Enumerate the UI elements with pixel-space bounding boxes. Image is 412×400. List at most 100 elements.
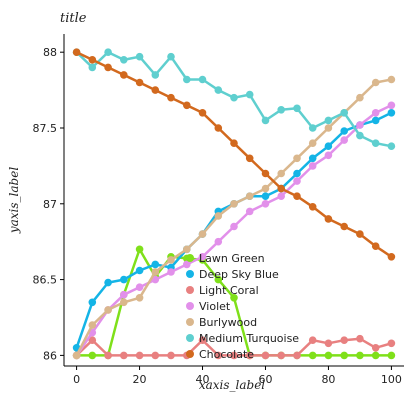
violet-point [293, 177, 301, 185]
violet-point [245, 207, 254, 216]
violet-point [371, 109, 380, 117]
light-coral-point [293, 351, 301, 360]
burlywood-point [214, 212, 223, 220]
medium-turquoise-point [214, 86, 223, 94]
burlywood-point [198, 230, 207, 238]
deep-sky-blue-point [88, 298, 97, 307]
violet-point [230, 222, 238, 231]
deep-sky-blue-point [387, 109, 396, 117]
burlywood-point [183, 245, 191, 254]
deep-sky-blue-point [120, 275, 128, 284]
medium-turquoise-point [324, 116, 333, 125]
violet-point [167, 268, 175, 276]
medium-turquoise-point [198, 75, 207, 84]
legend-label: Chocolate [199, 348, 254, 361]
series-light-coral [72, 334, 396, 360]
burlywood-point [387, 75, 396, 84]
deep-sky-blue-point [135, 266, 144, 275]
y-tick-label: 86 [43, 349, 57, 362]
light-coral-point [151, 351, 160, 360]
y-tick-label: 87.5 [33, 122, 58, 135]
axes: 86 86.5 87 87.5 88 0 20 40 60 80 100 [33, 34, 404, 386]
light-coral-point [198, 336, 207, 345]
chocolate-point [198, 109, 207, 117]
lawn-green-point [230, 294, 238, 302]
light-coral-point [387, 339, 396, 348]
burlywood-point [308, 139, 317, 147]
lawn-green-point [371, 351, 380, 360]
lawn-green-point [214, 275, 223, 284]
chocolate-point [277, 184, 286, 193]
legend-item-violet: Violet [186, 300, 231, 313]
x-tick-label: 40 [196, 373, 210, 386]
legend-label: Burlywood [199, 316, 257, 329]
light-coral-point [371, 344, 380, 352]
medium-turquoise-point [88, 63, 97, 72]
violet-point [135, 283, 144, 292]
lawn-green-point [308, 351, 317, 360]
burlywood-point [120, 298, 128, 307]
burlywood-point [151, 268, 160, 276]
chocolate-point [230, 139, 238, 147]
medium-turquoise-point [277, 106, 286, 114]
violet-point [214, 237, 223, 246]
medium-turquoise-point [151, 71, 160, 79]
lawn-green-point [135, 245, 144, 254]
series-chocolate [72, 48, 396, 261]
medium-turquoise-point [371, 139, 380, 147]
medium-turquoise-point [104, 48, 112, 56]
burlywood-point [88, 321, 97, 329]
chocolate-point [120, 71, 128, 79]
legend-marker [186, 254, 194, 262]
lawn-green-point [324, 351, 333, 360]
series-burlywood [72, 75, 396, 360]
chocolate-point [261, 169, 270, 178]
medium-turquoise-point [230, 93, 238, 102]
light-coral-point [277, 351, 286, 360]
violet-point [356, 121, 364, 129]
lawn-green-point [356, 351, 364, 360]
burlywood-point [230, 200, 238, 208]
x-tick-label: 60 [258, 373, 272, 386]
deep-sky-blue-point [293, 169, 301, 178]
y-axis-title: yaxis_label [7, 167, 21, 234]
x-tick-label: 100 [381, 373, 402, 386]
burlywood-line [75, 78, 392, 356]
legend-item-lawn-green: Lawn Green [186, 252, 265, 265]
light-coral-point [230, 351, 238, 360]
series-layer [72, 48, 396, 360]
light-coral-point [135, 351, 144, 360]
burlywood-point [371, 78, 380, 87]
light-coral-point [356, 334, 364, 343]
legend-item-medium-turquoise: Medium Turquoise [186, 332, 299, 345]
light-coral-point [245, 351, 254, 360]
lawn-green-point [340, 351, 349, 360]
light-coral-point [88, 336, 97, 345]
legend: Lawn Green Deep Sky Blue Light Coral Violet… [186, 252, 299, 361]
medium-turquoise-point [183, 75, 191, 84]
chocolate-point [167, 93, 175, 102]
light-coral-point [214, 351, 223, 360]
chocolate-point [72, 48, 81, 56]
medium-turquoise-point [245, 90, 254, 99]
burlywood-point [135, 294, 144, 302]
medium-turquoise-point [340, 109, 349, 117]
x-tick-label: 0 [73, 373, 80, 386]
legend-marker [186, 270, 194, 278]
series-medium-turquoise [72, 48, 396, 150]
violet-point [120, 290, 128, 299]
light-coral-point [324, 339, 333, 348]
violet-point [324, 151, 333, 160]
burlywood-point [277, 169, 286, 178]
x-axis-title: xaxis_label [199, 378, 265, 392]
legend-label: Violet [199, 300, 231, 313]
chocolate-point [324, 215, 333, 223]
deep-sky-blue-point [340, 127, 349, 135]
chocolate-point [245, 154, 254, 163]
violet-point [340, 136, 349, 144]
chocolate-point [340, 222, 349, 231]
legend-label: Lawn Green [199, 252, 265, 265]
legend-label: Light Coral [199, 284, 259, 297]
x-tick-label: 80 [321, 373, 335, 386]
